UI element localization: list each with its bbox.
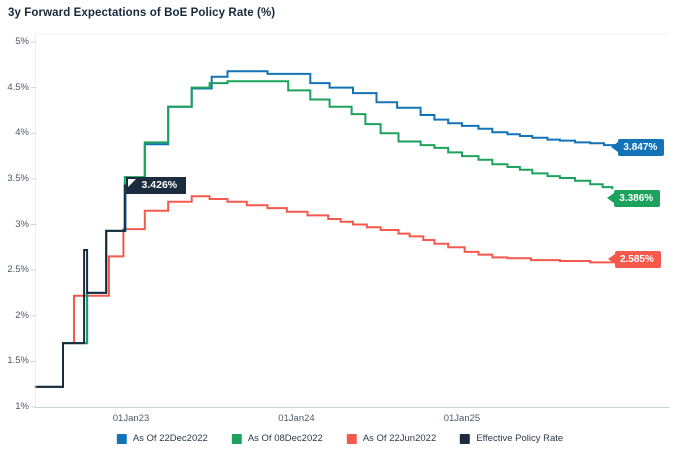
legend-label: Effective Policy Rate [476, 433, 564, 444]
legend-swatch [346, 433, 357, 444]
line-as-of-22jun2022[interactable] [34, 195, 613, 388]
y-tick-label: 4% [15, 127, 29, 139]
end-label-as-of-08dec2022: 3.386% [614, 189, 661, 207]
legend-item-effective-policy-rate[interactable]: Effective Policy Rate [460, 433, 563, 444]
legend: As Of 22Dec2022 As Of 08Dec2022 As Of 22Ju… [116, 433, 563, 444]
x-tick-label: 01Jan23 [112, 413, 150, 424]
legend-swatch [116, 433, 127, 444]
y-tick-label: 5% [15, 36, 29, 47]
line-as-of-08dec2022[interactable] [35, 80, 614, 388]
y-tick-label: 2% [15, 309, 29, 321]
line-effective-policy-rate[interactable] [36, 184, 129, 388]
y-tick-label: 3.5% [7, 172, 29, 184]
y-tick-label: 1.5% [7, 355, 29, 367]
legend-item-as-of-22jun2022[interactable]: As Of 22Jun2022 [346, 433, 437, 444]
x-tick-label: 01Jan25 [443, 413, 481, 424]
y-tick-label: 4.5% [7, 81, 29, 93]
y-tick-label: 2.5% [7, 264, 29, 276]
legend-swatch [231, 433, 242, 444]
legend-swatch [460, 433, 471, 444]
legend-item-as-of-08dec2022[interactable]: As Of 08Dec2022 [231, 433, 323, 444]
y-tick-label: 3% [15, 218, 29, 230]
legend-label: As Of 22Dec2022 [132, 433, 208, 444]
end-label-as-of-22dec2022: 3.847% [618, 138, 665, 156]
legend-label: As Of 08Dec2022 [247, 433, 323, 444]
end-label-effective-policy-rate: 3.426% [125, 177, 187, 195]
end-label-as-of-22jun2022: 2.585% [614, 250, 661, 268]
legend-label: As Of 22Jun2022 [362, 433, 437, 444]
chart-title: 3y Forward Expectations of BoE Policy Ra… [8, 7, 276, 19]
y-tick-label: 1% [15, 401, 29, 412]
x-tick-label: 01Jan24 [278, 413, 315, 424]
legend-item-as-of-22dec2022[interactable]: As Of 22Dec2022 [116, 433, 208, 444]
